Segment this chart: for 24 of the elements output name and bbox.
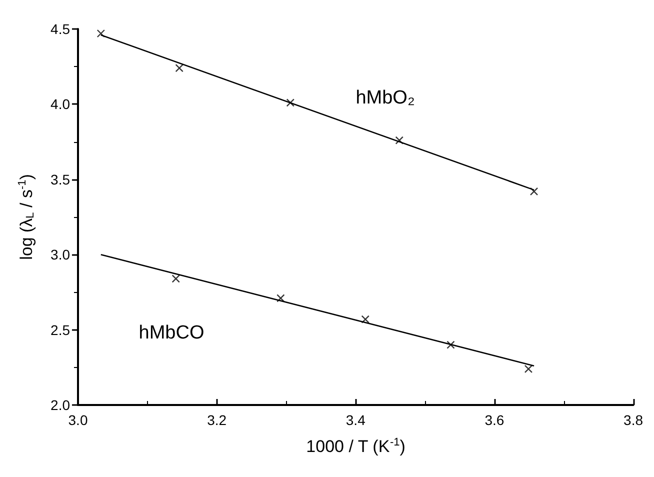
point (446, 340, 455, 349)
x-tick-label: 3.2 (207, 412, 227, 428)
point (276, 294, 285, 302)
x-tick-label: 3.0 (68, 412, 88, 428)
x-tick-label: 3.4 (346, 412, 366, 428)
y-axis-title: log (λL / s-1) (16, 174, 36, 260)
point (175, 64, 184, 72)
annotation: hMbCO (138, 322, 204, 344)
point (286, 98, 294, 107)
x-tick-label: 3.6 (484, 412, 504, 428)
y-tick-label: 2.0 (50, 397, 70, 413)
y-tick-label: 2.5 (50, 322, 70, 338)
y-tick-label: 4.0 (50, 96, 70, 112)
x-tick-label: 3.8 (624, 412, 644, 428)
point (172, 274, 180, 283)
point (96, 29, 106, 38)
y-tick-label: 3.0 (50, 246, 70, 263)
point (530, 187, 538, 196)
y-tick-label: 3.5 (50, 171, 70, 188)
point (395, 136, 404, 144)
point (524, 364, 533, 374)
y-tick-label: 4.5 (50, 21, 70, 37)
point (361, 315, 370, 324)
annotation: hMbO₂ (356, 87, 415, 108)
